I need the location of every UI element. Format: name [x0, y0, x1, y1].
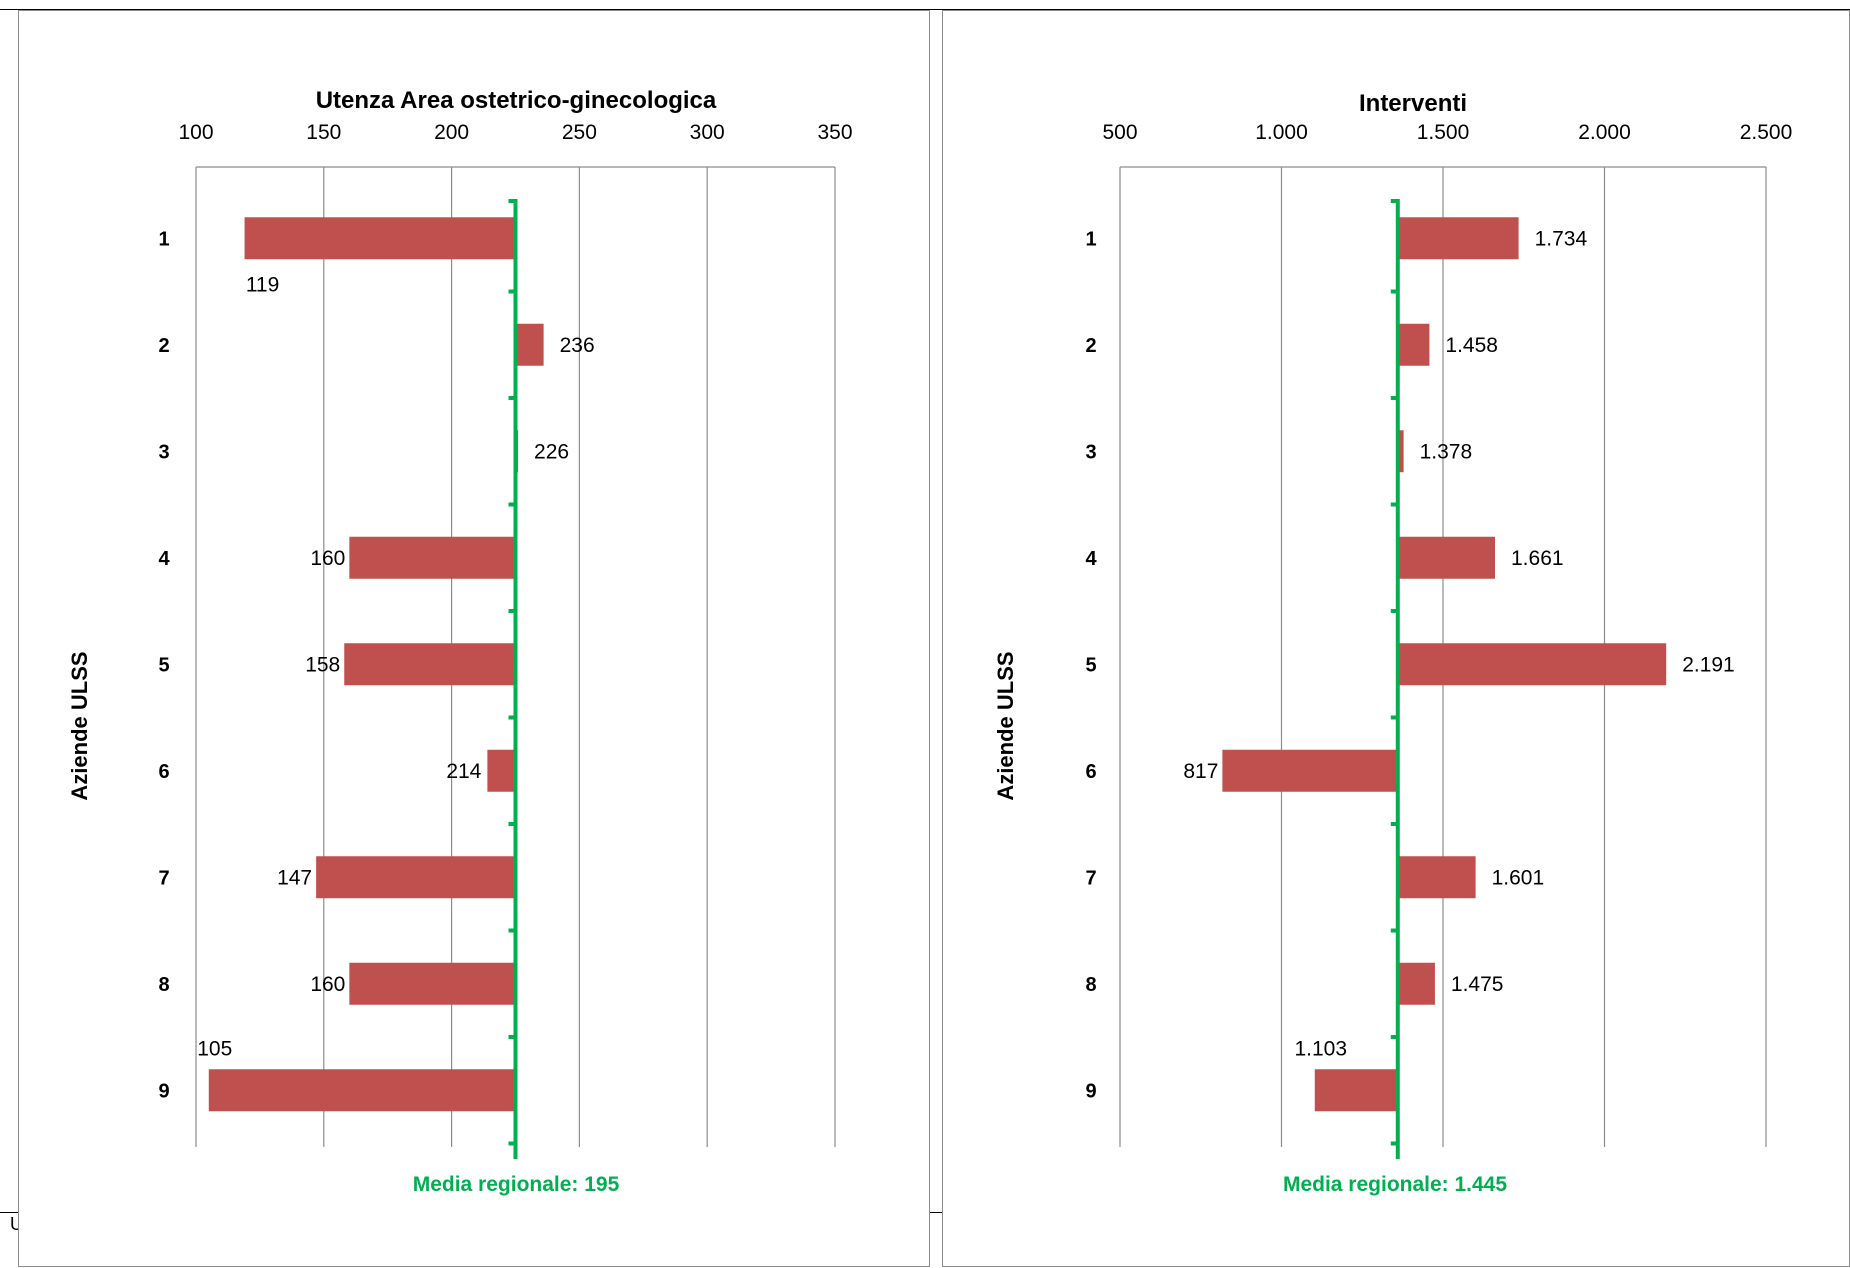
data-label: 1.475 [1451, 973, 1504, 996]
bar [344, 643, 516, 686]
chart-utenza: Utenza Area ostetrico-ginecologica 100 150… [67, 87, 853, 1196]
category-label: 1 [1085, 228, 1096, 250]
bar [1314, 1069, 1398, 1112]
category-label: 2 [1085, 335, 1096, 357]
bar [316, 856, 516, 899]
category-label: 9 [158, 1080, 169, 1102]
data-label: 214 [446, 760, 481, 783]
category-label: 6 [1085, 761, 1096, 783]
y-axis-title: Aziende ULSS [67, 651, 92, 800]
data-label: 1.661 [1511, 547, 1564, 570]
category-label: 2 [158, 335, 169, 357]
x-tick-label: 100 [178, 121, 213, 144]
bar [487, 749, 516, 792]
bar [1397, 323, 1430, 366]
bar [208, 1069, 516, 1112]
x-tick-label: 2.500 [1740, 121, 1793, 144]
category-label: 9 [1085, 1080, 1096, 1102]
data-label: 160 [310, 973, 345, 996]
chart-title: Interventi [1359, 90, 1467, 117]
category-label: 7 [158, 867, 169, 889]
data-label: 119 [246, 273, 279, 296]
chart-title: Utenza Area ostetrico-ginecologica [316, 87, 717, 114]
data-label: 1.378 [1420, 440, 1473, 463]
bar [1222, 749, 1398, 792]
data-label: 236 [560, 334, 595, 357]
category-label: 4 [158, 548, 170, 570]
page-mid-rule-right [928, 1212, 944, 1213]
bar [1397, 430, 1404, 473]
data-label: 147 [277, 866, 312, 889]
category-label: 1 [158, 228, 169, 250]
bar [1397, 536, 1496, 579]
data-label: 1.601 [1492, 866, 1545, 889]
category-label: 8 [158, 974, 169, 996]
x-tick-label: 300 [690, 121, 725, 144]
bar [515, 323, 544, 366]
bar [1397, 962, 1435, 1005]
data-label: 158 [305, 653, 340, 676]
x-tick-label: 1.000 [1255, 121, 1308, 144]
category-label: 7 [1085, 867, 1096, 889]
data-label: 817 [1183, 760, 1218, 783]
data-label: 1.103 [1294, 1037, 1347, 1060]
category-label: 4 [1085, 548, 1097, 570]
x-tick-label: 250 [562, 121, 597, 144]
bar [349, 962, 516, 1005]
category-label: 3 [1085, 441, 1096, 463]
bar [1397, 217, 1519, 260]
data-label: 1.458 [1445, 334, 1498, 357]
chart-panel-utenza: Utenza Area ostetrico-ginecologica 100 150… [18, 10, 930, 1267]
bar [1397, 643, 1667, 686]
bar [1397, 856, 1476, 899]
category-label: 5 [158, 654, 169, 676]
chart-interventi: Interventi 500 1.000 1.500 2.000 2.500 Aziende… [993, 90, 1793, 1196]
chart-panel-interventi: Interventi 500 1.000 1.500 2.000 2.500 Aziende… [942, 10, 1850, 1267]
data-label: 105 [197, 1037, 232, 1060]
page-mid-rule-left [0, 1212, 28, 1213]
bar [244, 217, 516, 260]
data-label: 2.191 [1682, 653, 1735, 676]
category-label: 3 [158, 441, 169, 463]
x-tick-label: 150 [306, 121, 341, 144]
category-label: 5 [1085, 654, 1096, 676]
data-label: 160 [310, 547, 345, 570]
data-label: 226 [534, 440, 569, 463]
y-axis-title: Aziende ULSS [993, 651, 1018, 800]
x-tick-label: 350 [817, 121, 852, 144]
data-label: 1.734 [1535, 227, 1588, 250]
x-tick-label: 2.000 [1578, 121, 1631, 144]
bar [349, 536, 516, 579]
mean-label: Media regionale: 1.445 [1283, 1173, 1507, 1196]
x-tick-label: 200 [434, 121, 469, 144]
x-tick-label: 1.500 [1417, 121, 1470, 144]
category-label: 6 [158, 761, 169, 783]
x-tick-label: 500 [1102, 121, 1137, 144]
category-label: 8 [1085, 974, 1096, 996]
mean-label: Media regionale: 195 [413, 1173, 620, 1196]
page-top-rule [0, 9, 1850, 10]
